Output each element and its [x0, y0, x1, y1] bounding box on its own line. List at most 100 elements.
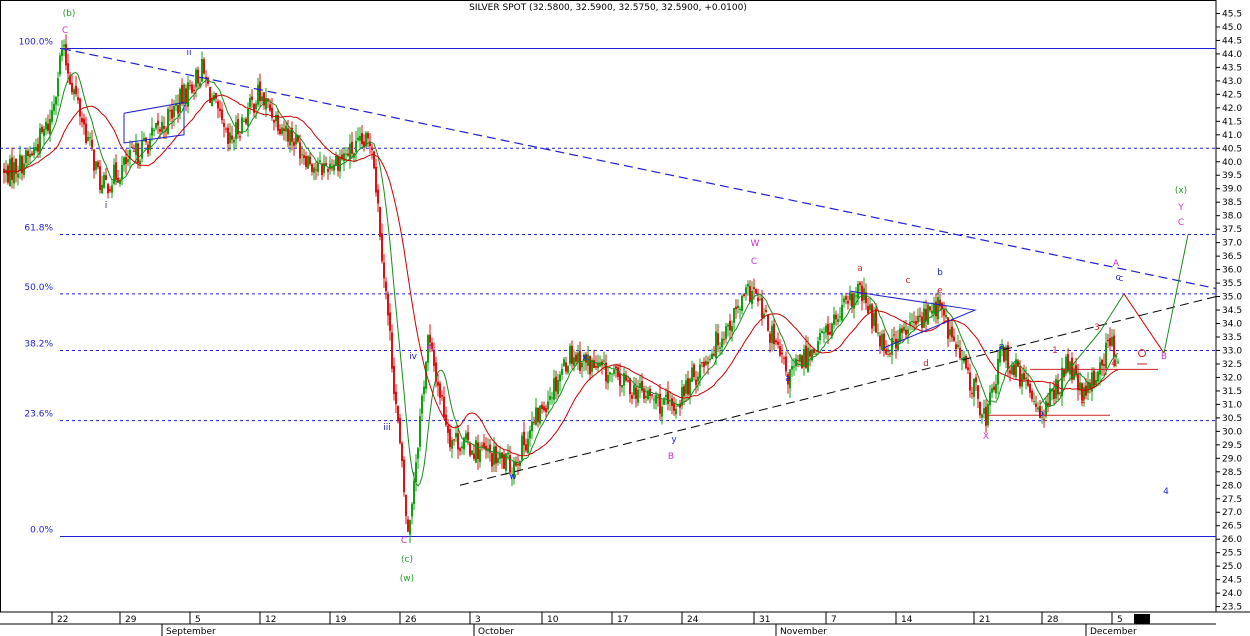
- candle-body: [435, 362, 437, 382]
- candle-body: [959, 347, 961, 359]
- candle-body: [625, 374, 627, 381]
- candle-body: [163, 125, 165, 129]
- candle-body: [407, 519, 409, 532]
- candle-body: [693, 364, 695, 378]
- candle-body: [387, 293, 389, 316]
- candle-body: [499, 453, 501, 459]
- candle-body: [1079, 382, 1081, 391]
- candle-body: [809, 350, 811, 357]
- candle-body: [947, 317, 949, 339]
- wave-label: a: [999, 342, 1005, 352]
- triangle-pattern: [849, 290, 977, 349]
- candle-body: [547, 401, 549, 410]
- y-tick-label: 37.0: [1222, 239, 1242, 249]
- candle-body: [869, 304, 871, 311]
- candle-body: [117, 177, 119, 183]
- candle-body: [771, 325, 773, 344]
- y-tick-label: 38.0: [1222, 212, 1242, 222]
- candle-body: [483, 442, 485, 448]
- candle-body: [43, 128, 45, 137]
- candle-body: [331, 167, 333, 169]
- candle-body: [937, 297, 939, 320]
- candle-body: [415, 462, 417, 482]
- candle-body: [583, 354, 585, 361]
- candle-body: [839, 316, 841, 318]
- y-tick-label: 33.5: [1222, 333, 1242, 343]
- y-tick-label: 31.5: [1222, 387, 1242, 397]
- candle-body: [585, 354, 587, 363]
- candle-body: [551, 397, 553, 399]
- candle-body: [195, 69, 197, 88]
- wave-label: (w): [400, 574, 414, 584]
- y-tick-label: 25.5: [1222, 549, 1242, 559]
- candle-body: [609, 372, 611, 375]
- candle-body: [813, 349, 815, 354]
- candle-body: [343, 153, 345, 162]
- candle-body: [971, 392, 973, 395]
- candle-body: [1029, 383, 1031, 393]
- candle-body: [647, 390, 649, 400]
- candle-body: [277, 114, 279, 131]
- candle-body: [275, 114, 277, 122]
- candle-body: [325, 163, 327, 166]
- candle-body: [539, 405, 541, 424]
- candle-body: [787, 374, 789, 385]
- wave-label: c: [1119, 274, 1124, 284]
- candle-body: [757, 297, 759, 302]
- candle-body: [665, 394, 667, 398]
- candle-body: [69, 75, 71, 85]
- candle-body: [833, 314, 835, 325]
- candle-body: [793, 366, 795, 368]
- y-tick-label: 26.0: [1222, 535, 1242, 545]
- candle-body: [439, 383, 441, 398]
- y-tick-label: 28.5: [1222, 468, 1242, 478]
- candle-body: [161, 121, 163, 133]
- candle-body: [811, 349, 813, 361]
- candle-body: [901, 328, 903, 333]
- wave-label: x: [582, 353, 588, 363]
- candle-body: [615, 366, 617, 369]
- wave-label: A: [427, 343, 434, 353]
- candle-body: [717, 333, 719, 346]
- candle-body: [993, 386, 995, 390]
- candle-body: [245, 118, 247, 124]
- candle-body: [1021, 373, 1023, 387]
- candle-body: [791, 366, 793, 370]
- candle-body: [413, 480, 415, 504]
- candle-body: [451, 439, 453, 449]
- wave-label: b: [885, 348, 891, 358]
- candle-body: [377, 189, 379, 204]
- candle-body: [1089, 382, 1091, 389]
- candle-body: [1031, 390, 1033, 400]
- wave-label: c: [1116, 273, 1121, 283]
- candle-body: [739, 309, 741, 311]
- candle-body: [737, 305, 739, 309]
- candle-body: [803, 349, 805, 367]
- candle-body: [1055, 379, 1057, 399]
- candle-body: [573, 357, 575, 366]
- candle-body: [171, 109, 173, 119]
- candle-body: [191, 84, 193, 93]
- candle-body: [373, 151, 375, 169]
- candle-body: [427, 335, 429, 363]
- candle-body: [301, 154, 303, 156]
- candle-body: [505, 453, 507, 471]
- wave-label: 2: [1080, 396, 1086, 406]
- candle-body: [527, 438, 529, 454]
- candle-body: [1049, 388, 1051, 407]
- candle-body: [255, 103, 257, 110]
- candle-body: [923, 308, 925, 328]
- candle-body: [797, 359, 799, 361]
- candle-body: [345, 153, 347, 155]
- y-tick-label: 36.5: [1222, 252, 1242, 262]
- candle-body: [535, 407, 537, 425]
- candle-body: [651, 394, 653, 396]
- candle-body: [893, 334, 895, 336]
- candle-body: [347, 153, 349, 156]
- candle-body: [293, 141, 295, 146]
- candle-body: [817, 341, 819, 352]
- candle-body: [633, 385, 635, 396]
- wave-label: 1: [1052, 346, 1058, 356]
- candle-body: [703, 361, 705, 367]
- candle-body: [617, 367, 619, 377]
